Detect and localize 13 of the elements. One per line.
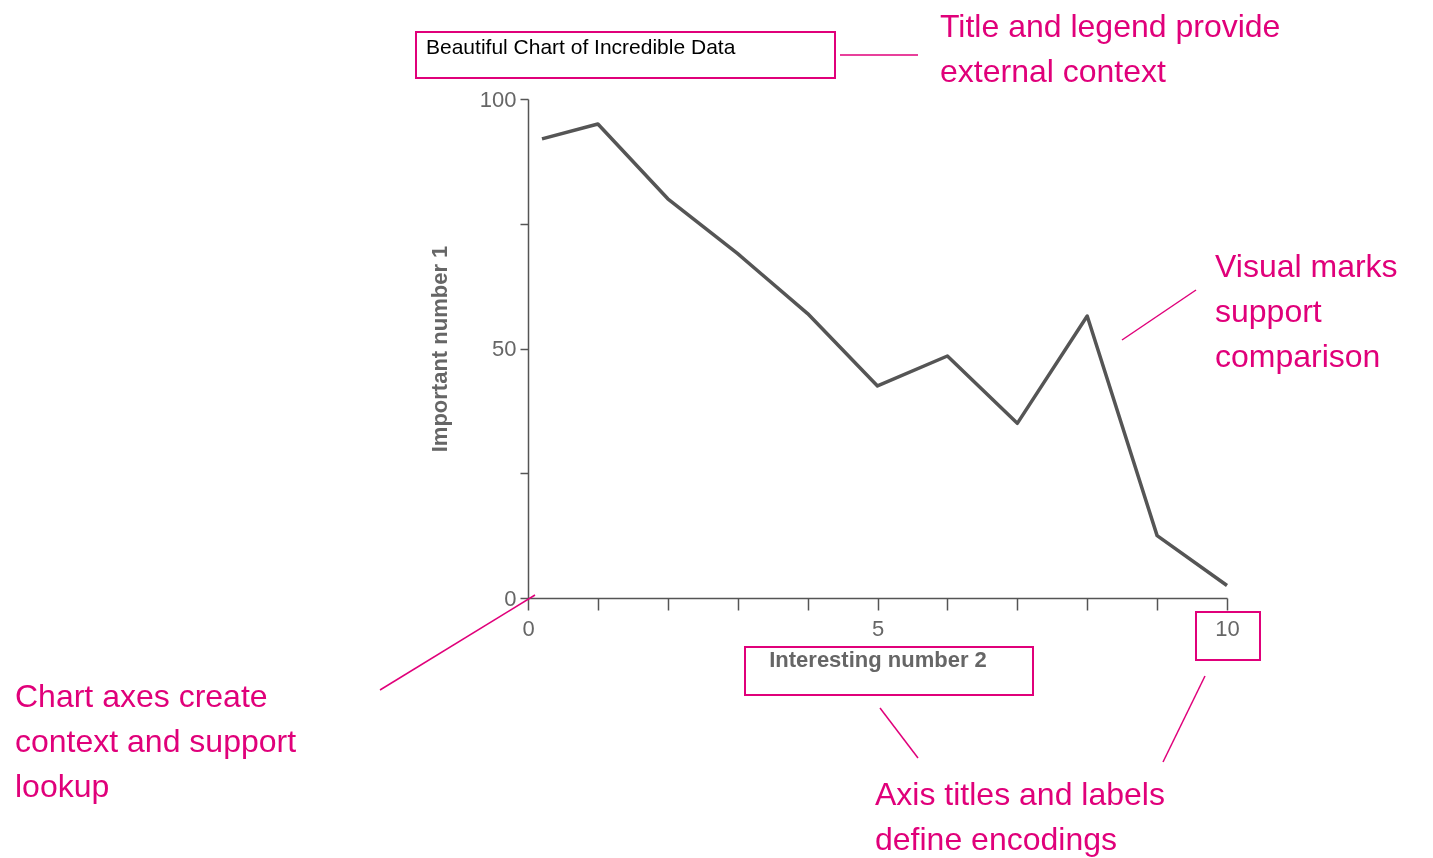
text: Axis titles and labels define encodings xyxy=(875,775,1166,858)
x-tick-label: 10 xyxy=(1215,615,1240,641)
text: Title and legend provide external context xyxy=(940,7,1282,91)
x-tick-label: 5 xyxy=(871,615,885,641)
y-tick-label: 0 xyxy=(504,585,517,611)
y-tick-label: 100 xyxy=(479,86,517,112)
y-tick-label: 50 xyxy=(492,336,517,361)
y-axis-title: Important number 1 xyxy=(426,245,452,453)
x-axis-title: Interesting number 2 xyxy=(769,646,987,672)
chart-title: Beautiful Chart of Incredible Data xyxy=(426,35,736,58)
annotation: Visual marks support comparison xyxy=(1215,247,1399,376)
x-tick-label: 0 xyxy=(522,615,535,641)
text: Chart axes create context and support lookup xyxy=(15,677,298,806)
